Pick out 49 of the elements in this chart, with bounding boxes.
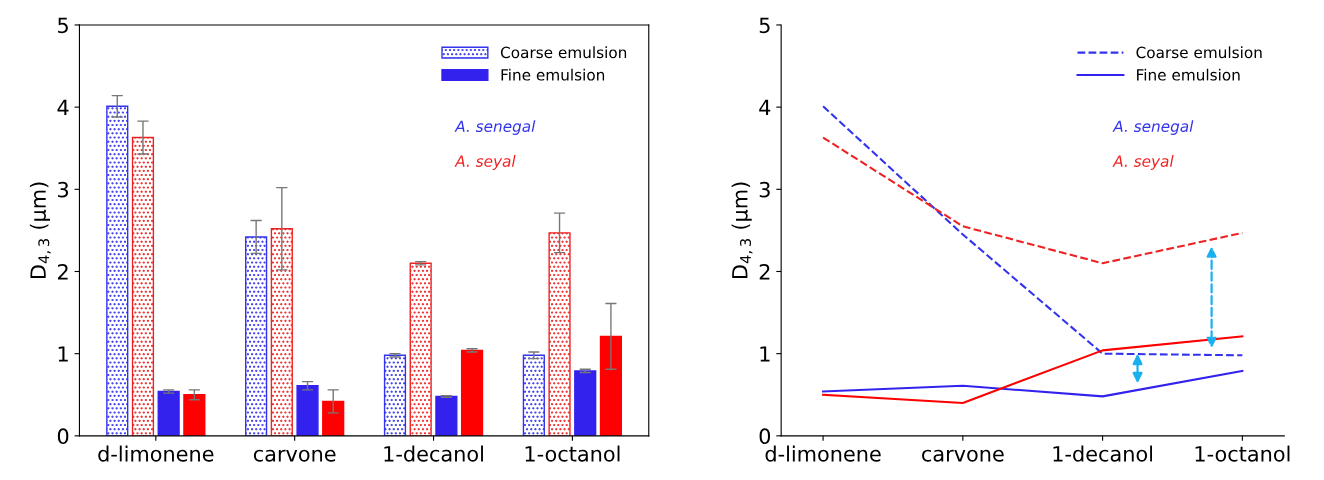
legend-label: Coarse emulsion: [500, 46, 627, 59]
x-tick-label: 1-octanol: [525, 445, 620, 462]
x-tick-label: 1-octanol: [1195, 445, 1290, 462]
y-axis-title: D$_{4,3}$ (µm): [731, 182, 753, 279]
legend-label: Coarse emulsion: [1136, 46, 1262, 59]
y-tick-label: 1: [760, 346, 770, 362]
y-tick-label: 4: [759, 99, 771, 116]
x-tick-label: d-limonene: [98, 445, 214, 462]
y-axis-title: D$_{4,3}$ (µm): [29, 182, 51, 279]
annotation: A. senegal: [454, 120, 536, 135]
legend-label: Fine emulsion: [1137, 68, 1240, 81]
bar: [574, 370, 597, 436]
bar: [435, 395, 458, 436]
y-tick-label: 0: [57, 428, 69, 445]
x-tick-label: d-limonene: [765, 445, 881, 462]
bar: [106, 105, 129, 436]
bar: [548, 232, 571, 436]
bar: [599, 335, 623, 436]
y-tick-label: 5: [759, 17, 770, 34]
y-tick-label: 2: [759, 263, 770, 280]
line-series: [822, 369, 1244, 398]
bar: [245, 236, 268, 436]
y-tick-label: 4: [57, 99, 69, 116]
x-tick-label: carvone: [922, 449, 1004, 462]
y-tick-label: 3: [759, 181, 770, 198]
bar: [383, 354, 407, 436]
bar: [157, 390, 180, 436]
y-tick-label: 3: [58, 181, 69, 198]
line-series: [822, 335, 1244, 405]
x-tick-label: carvone: [253, 449, 336, 462]
annotation: A. senegal: [1112, 120, 1194, 135]
x-tick-label: 1-decanol: [1053, 445, 1153, 462]
bar: [183, 394, 206, 436]
annotation: A. seyal: [454, 155, 516, 170]
line-series: [822, 105, 1244, 357]
bar: [460, 349, 484, 436]
y-tick-label: 0: [759, 428, 771, 445]
bar: [296, 385, 319, 436]
bar: [409, 262, 432, 436]
legend-label: Fine emulsion: [501, 68, 605, 81]
bar: [131, 136, 155, 436]
annotation: A. seyal: [1112, 155, 1174, 170]
y-tick-label: 1: [58, 346, 68, 362]
bar: [322, 400, 345, 436]
x-tick-label: 1-decanol: [384, 445, 483, 462]
bar: [522, 354, 545, 436]
bar: [270, 228, 293, 436]
y-tick-label: 2: [57, 263, 68, 280]
y-tick-label: 5: [58, 17, 68, 34]
